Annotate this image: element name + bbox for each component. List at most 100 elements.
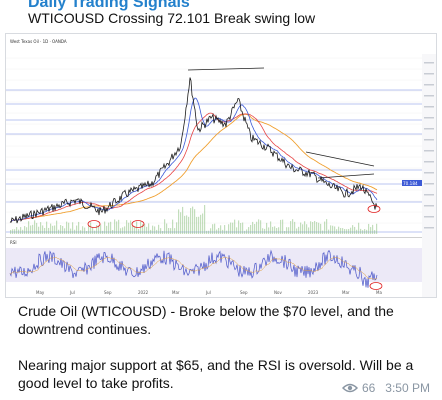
- volume-bar: [220, 225, 222, 234]
- volume-bar: [26, 227, 28, 234]
- volume-bar: [80, 230, 82, 234]
- volume-bar: [142, 224, 144, 234]
- volume-bar: [22, 229, 24, 234]
- volume-bar: [172, 219, 174, 234]
- volume-bar: [252, 221, 254, 234]
- volume-bar: [262, 228, 264, 234]
- volume-bar: [342, 228, 344, 234]
- time-axis-label: May: [36, 290, 45, 295]
- moving-average-red: [9, 112, 378, 223]
- axis-tick: [424, 227, 434, 229]
- volume-bar: [66, 221, 68, 234]
- chart-symbol-header: West Texas Oil · 1D · OANDA: [10, 39, 67, 44]
- volume-bar: [326, 219, 328, 234]
- volume-bar: [278, 227, 280, 234]
- volume-bar: [330, 225, 332, 234]
- volume-bar: [354, 226, 356, 234]
- volume-bar: [178, 209, 180, 234]
- volume-bar: [130, 220, 132, 234]
- volume-bar: [56, 220, 58, 234]
- volume-bar: [300, 222, 302, 234]
- eye-icon: [341, 383, 358, 393]
- moving-average-blue: [9, 97, 378, 223]
- volume-bar: [112, 229, 114, 234]
- volume-bar: [48, 227, 50, 234]
- volume-bar: [78, 221, 80, 234]
- volume-bar: [322, 230, 324, 234]
- volume-bar: [334, 226, 336, 234]
- volume-bar: [182, 206, 184, 234]
- volume-bar: [338, 226, 340, 234]
- volume-bar: [302, 224, 304, 234]
- volume-bar: [282, 219, 284, 234]
- axis-tick: [424, 194, 434, 196]
- axis-tick: [424, 95, 434, 97]
- rsi-panel-separator: [6, 237, 422, 238]
- volume-bar: [308, 227, 310, 234]
- volume-bar: [376, 223, 378, 234]
- chart-image[interactable]: West Texas Oil · 1D · OANDA 70.184: [5, 33, 437, 298]
- volume-bar: [76, 225, 78, 234]
- volume-bar: [42, 225, 44, 234]
- volume-bar: [206, 230, 208, 234]
- volume-bar: [266, 222, 268, 234]
- price-series: [9, 77, 378, 224]
- volume-bar: [294, 221, 296, 234]
- volume-bar: [352, 225, 354, 234]
- volume-bar: [296, 228, 298, 234]
- axis-tick: [424, 128, 434, 130]
- volume-bar: [54, 225, 56, 234]
- volume-bar: [320, 223, 322, 234]
- annotation-circle: [369, 282, 383, 290]
- volume-bar: [158, 224, 160, 234]
- volume-bar: [256, 221, 258, 234]
- rsi-label: RSI: [10, 240, 17, 245]
- volume-bar: [44, 227, 46, 234]
- annotation-circle: [87, 220, 101, 228]
- volume-bar: [212, 224, 214, 234]
- message-text: Crude Oil (WTICOUSD) - Broke below the $…: [18, 302, 428, 392]
- channel-name[interactable]: Daily Trading Signals: [28, 0, 190, 11]
- message-caption: WTICOUSD Crossing 72.101 Break swing low: [28, 10, 316, 26]
- volume-bar: [366, 229, 368, 234]
- price-axis: [422, 54, 436, 297]
- view-count: 66: [361, 381, 376, 395]
- message-time: 3:50 PM: [385, 381, 430, 395]
- volume-bar: [36, 222, 38, 234]
- volume-bar: [126, 220, 128, 234]
- volume-bar: [152, 225, 154, 234]
- volume-bar: [30, 225, 32, 234]
- volume-bar: [108, 222, 110, 234]
- volume-bar: [360, 228, 362, 234]
- volume-bars: [10, 205, 378, 234]
- volume-bar: [292, 219, 294, 234]
- axis-tick: [424, 73, 434, 75]
- volume-bar: [196, 216, 198, 234]
- volume-bar: [264, 228, 266, 234]
- annotation-circle: [367, 205, 381, 213]
- volume-bar: [188, 216, 190, 234]
- volume-bar: [364, 229, 366, 234]
- time-axis-label: 2023: [308, 290, 319, 295]
- volume-bar: [174, 228, 176, 234]
- volume-bar: [88, 225, 90, 234]
- volume-bar: [268, 227, 270, 234]
- volume-bar: [62, 225, 64, 234]
- axis-tick: [424, 106, 434, 108]
- volume-bar: [250, 224, 252, 234]
- volume-bar: [60, 225, 62, 234]
- volume-bar: [336, 229, 338, 234]
- volume-bar: [128, 222, 130, 234]
- volume-bar: [260, 220, 262, 234]
- volume-bar: [298, 226, 300, 234]
- volume-bar: [100, 224, 102, 234]
- volume-bar: [94, 230, 96, 234]
- volume-bar: [362, 230, 364, 234]
- volume-bar: [198, 216, 200, 234]
- price-axis-labels: [424, 62, 434, 229]
- volume-bar: [332, 225, 334, 234]
- volume-bar: [358, 222, 360, 234]
- volume-bar: [270, 221, 272, 234]
- volume-bar: [244, 230, 246, 234]
- volume-bar: [346, 229, 348, 234]
